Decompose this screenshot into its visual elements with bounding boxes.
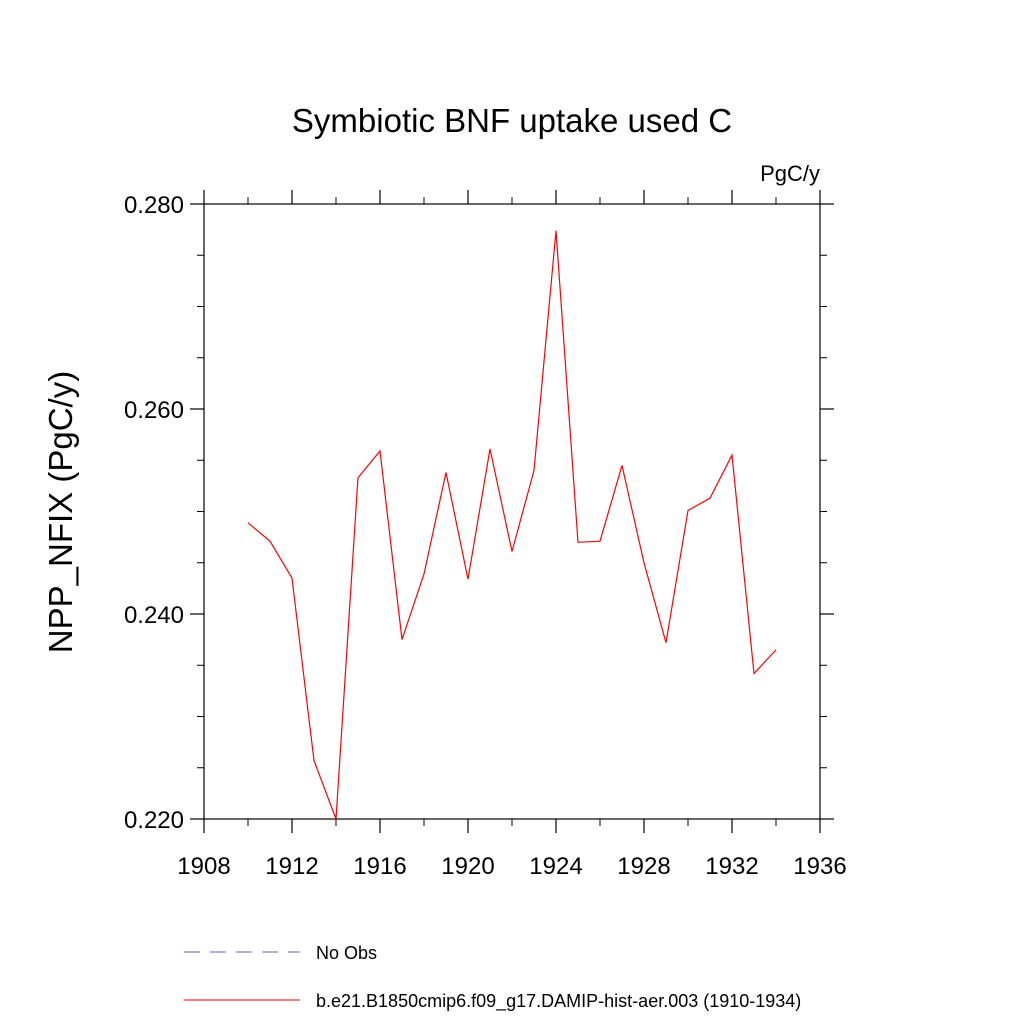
- x-tick-label: 1928: [617, 853, 670, 880]
- x-tick-label: 1908: [177, 853, 230, 880]
- y-tick-label: 0.240: [124, 602, 184, 629]
- chart-title: Symbiotic BNF uptake used C: [292, 102, 732, 139]
- x-tick-label: 1916: [353, 853, 406, 880]
- y-tick-label: 0.280: [124, 192, 184, 219]
- legend-label-1: b.e21.B1850cmip6.f09_g17.DAMIP-hist-aer.…: [316, 991, 801, 1012]
- x-tick-label: 1936: [793, 853, 846, 880]
- x-tick-labels: 1908 1912 1916 1920 1924 1928 1932 1936: [177, 853, 846, 880]
- series-layer: [247, 230, 777, 820]
- x-tick-label: 1924: [529, 853, 582, 880]
- axis-ticks: [190, 190, 834, 833]
- series-line-0: [247, 230, 777, 820]
- y-tick-label: 0.260: [124, 397, 184, 424]
- legend-label-0: No Obs: [316, 943, 377, 963]
- x-tick-label: 1920: [441, 853, 494, 880]
- units-label: PgC/y: [760, 161, 820, 186]
- plot-frame: [203, 203, 821, 820]
- y-tick-label: 0.220: [124, 807, 184, 834]
- x-tick-label: 1912: [265, 853, 318, 880]
- legend: No Obs b.e21.B1850cmip6.f09_g17.DAMIP-his…: [184, 943, 801, 1012]
- y-axis-label: NPP_NFIX (PgC/y): [42, 371, 79, 653]
- x-tick-label: 1932: [705, 853, 758, 880]
- y-tick-labels: 0.220 0.240 0.260 0.280: [124, 192, 184, 834]
